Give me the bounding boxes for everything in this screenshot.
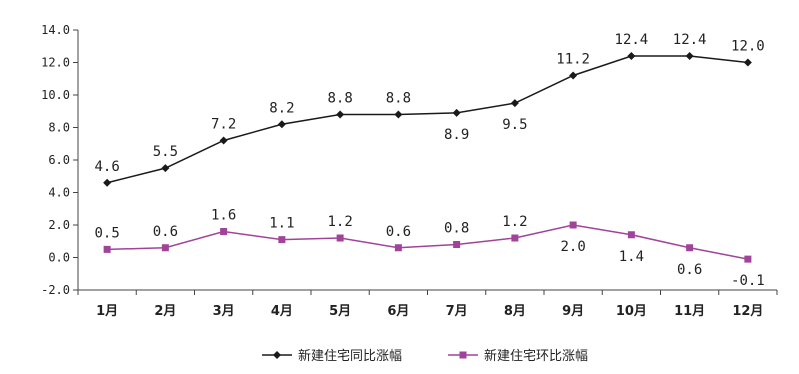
legend-label: 新建住宅环比涨幅 <box>484 348 588 364</box>
x-tick-label: 8月 <box>504 304 526 319</box>
y-tick-label: 0.0 <box>48 251 70 265</box>
x-tick-label: 1月 <box>96 304 118 319</box>
data-point <box>220 228 228 235</box>
x-tick-label: 7月 <box>446 304 468 319</box>
data-point <box>685 52 694 60</box>
data-point <box>511 234 519 242</box>
data-point <box>278 236 286 244</box>
data-point <box>161 244 169 252</box>
data-label: 1.2 <box>502 214 527 230</box>
data-label: 0.6 <box>677 262 702 278</box>
data-label: 0.6 <box>153 224 178 240</box>
data-point <box>569 71 578 80</box>
legend-marker <box>459 351 467 359</box>
data-point <box>686 244 694 252</box>
chart-legend: 新建住宅同比涨幅 新建住宅环比涨幅 <box>262 348 588 364</box>
x-tick-label: 9月 <box>562 304 584 319</box>
data-label: 1.4 <box>619 249 644 265</box>
x-tick-label: 12月 <box>732 304 763 319</box>
data-label: 12.4 <box>615 32 649 48</box>
x-tick-label: 3月 <box>213 304 235 319</box>
data-point <box>569 221 577 229</box>
data-point <box>627 52 636 60</box>
data-point <box>627 231 635 239</box>
x-tick-label: 10月 <box>616 304 647 319</box>
data-point <box>452 108 461 117</box>
x-tick-label: 11月 <box>674 304 705 319</box>
y-tick-label: 14.0 <box>41 23 70 37</box>
data-label: 9.5 <box>502 117 527 133</box>
chart-axes: -2.0 0.0 2.0 4.0 6.0 8.0 10.0 12.0 14.0 1月 2月 3月 4月 5… <box>41 23 778 319</box>
y-tick-label: 4.0 <box>48 186 70 200</box>
data-label: 12.0 <box>731 39 765 55</box>
x-tick-label: 5月 <box>329 304 351 319</box>
data-point <box>161 164 170 173</box>
x-tick-label: 4月 <box>271 304 293 319</box>
legend-marker <box>273 351 281 359</box>
chart-data-labels: 4.6 5.5 7.2 8.2 8.8 8.8 8.9 9.5 11.2 12.4 12.4 12.0… <box>94 32 764 289</box>
data-point <box>510 99 519 108</box>
data-point <box>743 58 752 67</box>
data-point <box>219 136 228 145</box>
data-label: 7.2 <box>211 117 236 133</box>
data-point <box>394 110 403 119</box>
y-tick-label: 10.0 <box>41 88 70 102</box>
series-line-2 <box>107 224 749 260</box>
y-tick-label: 6.0 <box>48 153 70 167</box>
data-point <box>336 234 344 242</box>
data-point <box>744 255 752 263</box>
data-label: 1.1 <box>269 216 294 232</box>
data-label: 2.0 <box>560 239 585 255</box>
chart-series <box>103 52 752 263</box>
x-tick-label: 6月 <box>387 304 409 319</box>
data-label: 8.9 <box>444 127 469 143</box>
y-tick-label: 12.0 <box>41 56 70 70</box>
x-tick-label: 2月 <box>154 304 176 319</box>
data-label: 11.2 <box>556 52 590 68</box>
data-label: 0.5 <box>94 225 119 241</box>
legend-label: 新建住宅同比涨幅 <box>298 348 402 364</box>
data-point <box>103 245 111 253</box>
y-tick-label: 2.0 <box>48 218 70 232</box>
data-label: 12.4 <box>673 32 707 48</box>
data-point <box>277 120 286 129</box>
data-point <box>103 178 112 187</box>
data-label: 4.6 <box>94 159 119 175</box>
data-label: 1.2 <box>327 214 352 230</box>
data-label: 8.8 <box>327 91 352 107</box>
y-tick-label: 8.0 <box>48 121 70 135</box>
data-label: -0.1 <box>731 273 765 289</box>
data-point <box>336 110 345 119</box>
data-label: 5.5 <box>153 144 178 160</box>
data-label: 0.8 <box>444 221 469 237</box>
data-point <box>394 244 402 252</box>
data-label: 0.6 <box>386 224 411 240</box>
data-label: 8.2 <box>269 100 294 116</box>
data-point <box>453 241 461 248</box>
data-label: 1.6 <box>211 208 236 224</box>
y-tick-label: -2.0 <box>41 283 70 297</box>
data-label: 8.8 <box>386 91 411 107</box>
series-line-1 <box>106 55 748 184</box>
